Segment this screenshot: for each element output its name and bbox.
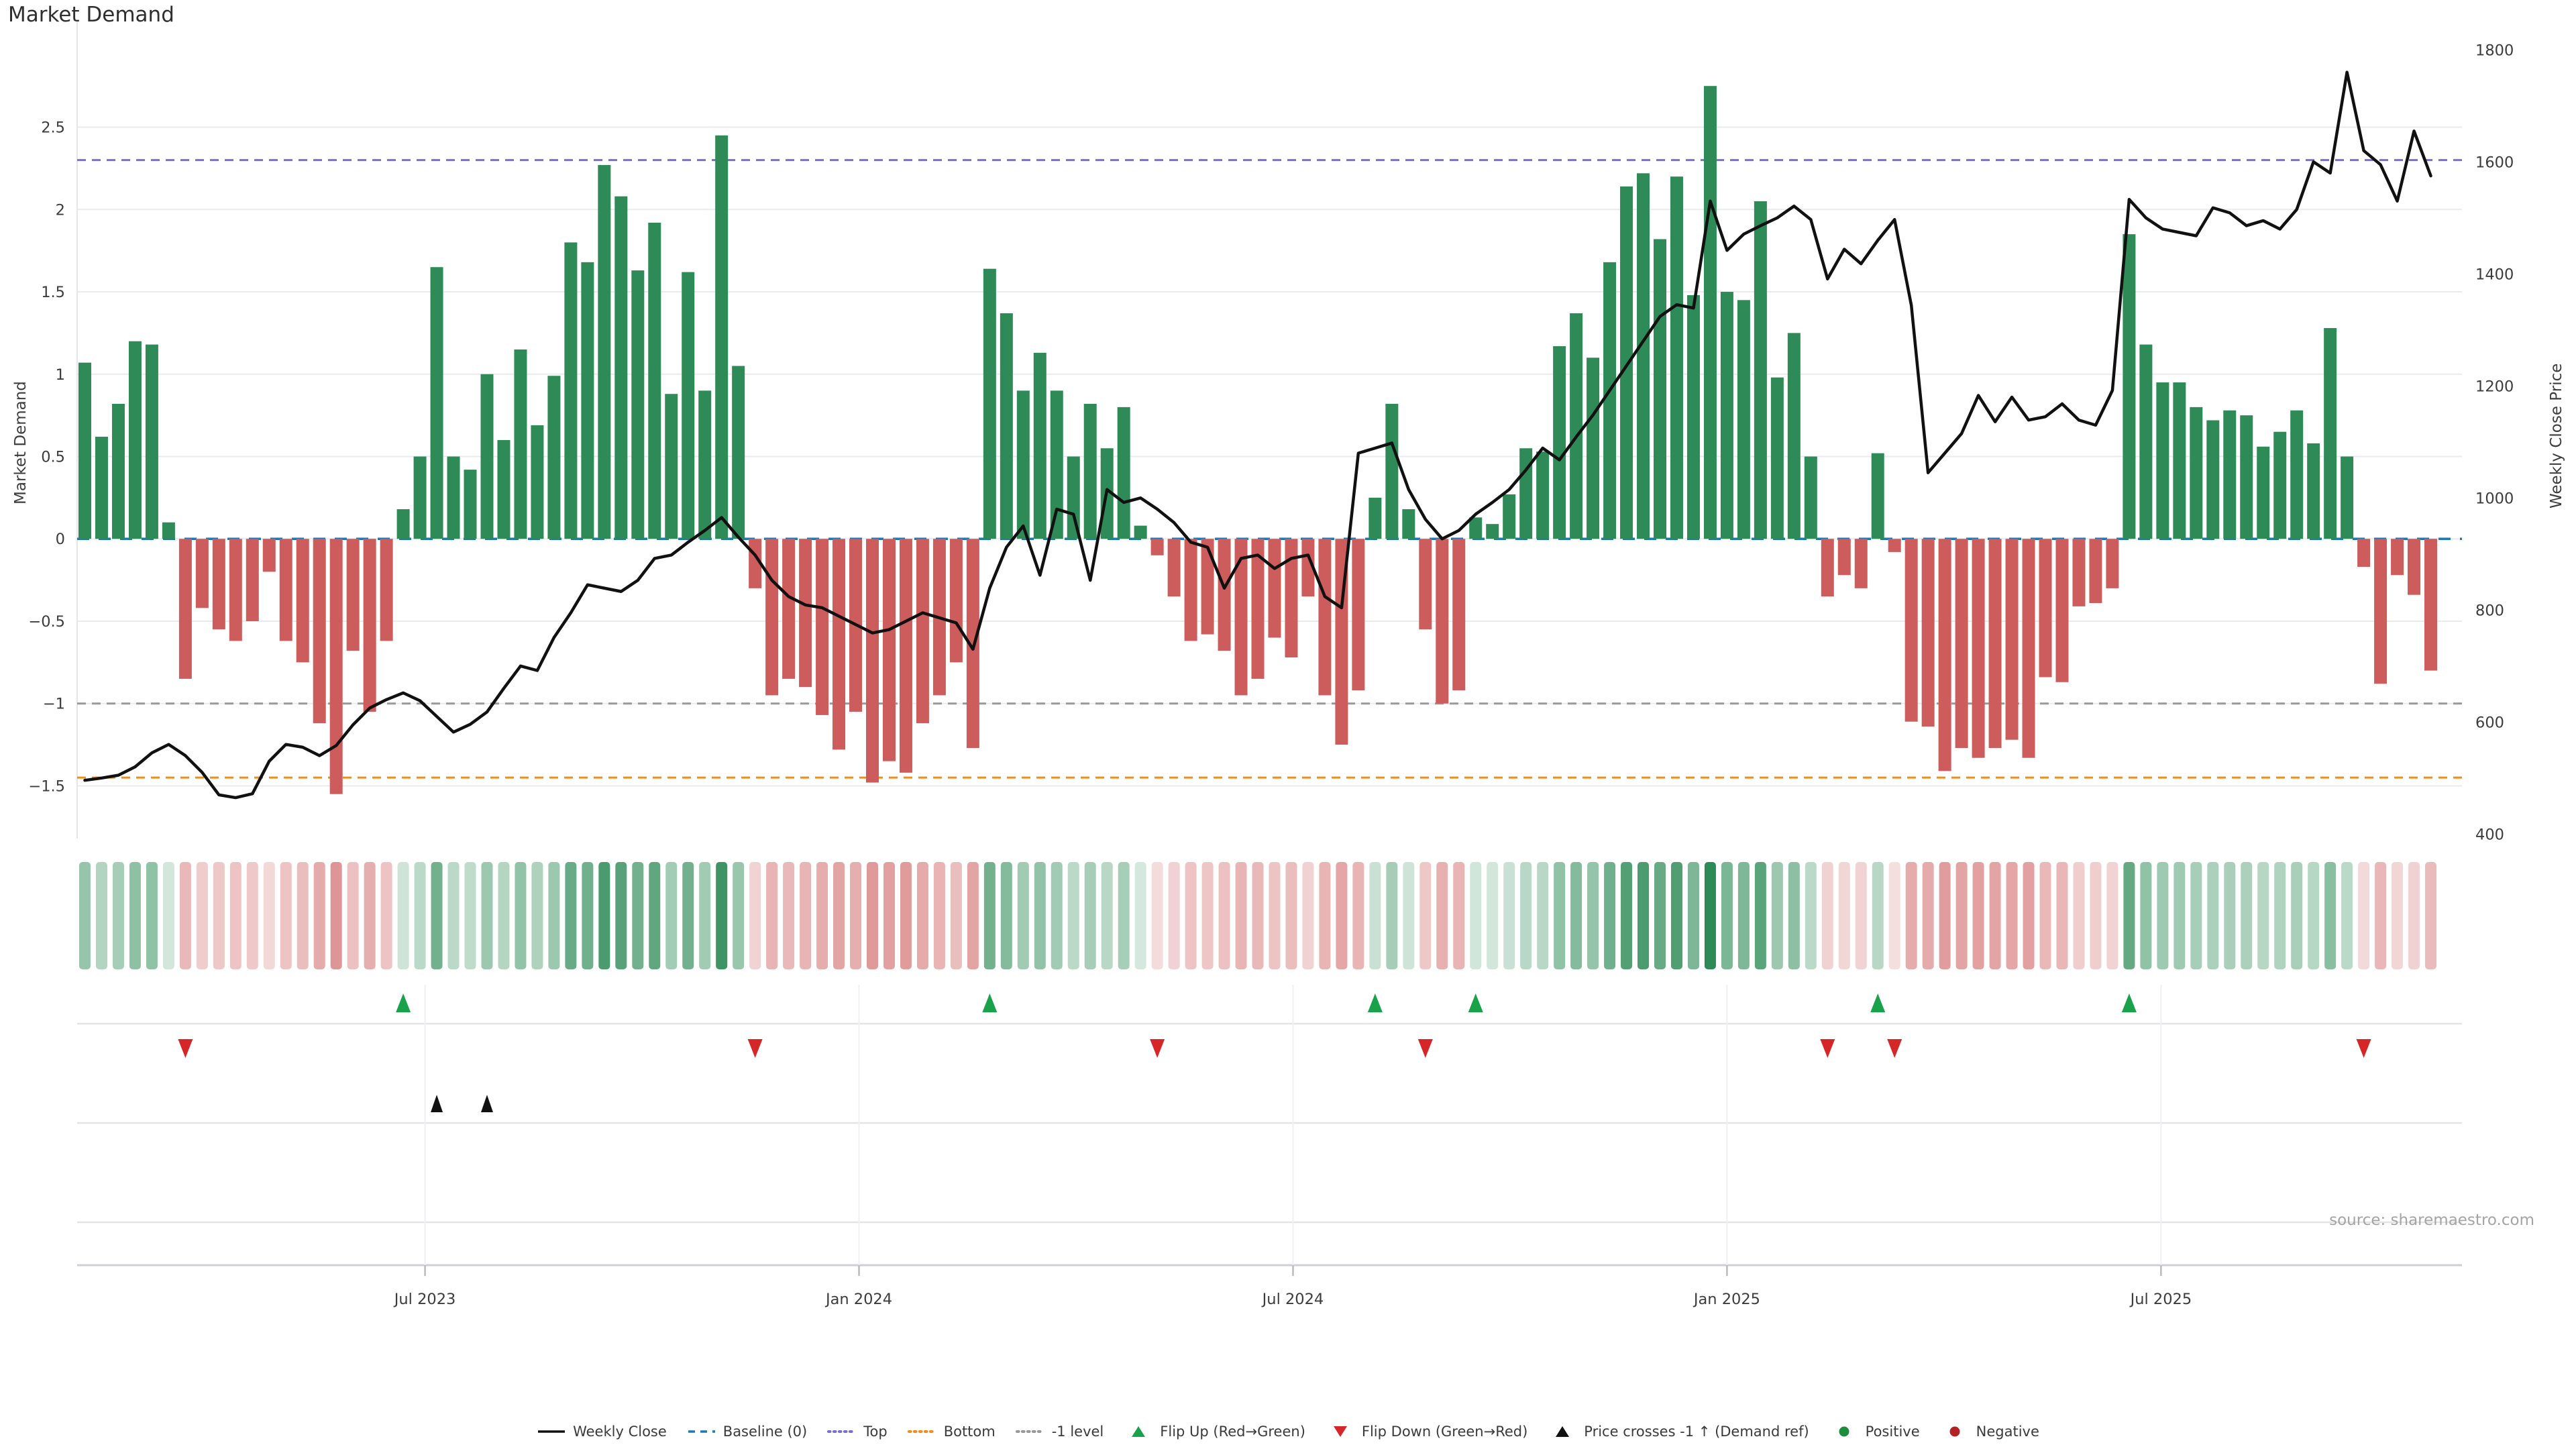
svg-text:2.5: 2.5 [41, 119, 65, 137]
legend-item: Baseline (0) [687, 1424, 807, 1440]
svg-text:1.5: 1.5 [41, 284, 65, 301]
legend: Weekly Close Baseline (0) Top Bottom -1 leve… [0, 1424, 2576, 1440]
legend-glyph-dotted-icon [907, 1430, 937, 1433]
demand-bars [78, 86, 2438, 794]
legend-item-label: Baseline (0) [722, 1424, 808, 1440]
price-line [83, 70, 2432, 800]
legend-glyph-line-icon [538, 1430, 566, 1433]
source-note: source: sharemaestro.com [2329, 1212, 2534, 1229]
legend-item: Flip Up (Red→Green) [1124, 1424, 1305, 1440]
legend-item: Weekly Close [537, 1424, 667, 1440]
legend-item-label: -1 level [1051, 1424, 1104, 1440]
svg-text:Jul 2025: Jul 2025 [2129, 1291, 2192, 1308]
svg-text:1200: 1200 [2475, 378, 2514, 395]
legend-glyph-triangle-down-icon [1333, 1426, 1347, 1437]
legend-item-label: Flip Up (Red→Green) [1160, 1424, 1305, 1440]
flip-up-markers [396, 994, 2137, 1012]
legend-glyph-circle-icon [1949, 1426, 1960, 1437]
svg-text:Jan 2025: Jan 2025 [1693, 1291, 1760, 1308]
legend-item: Top [827, 1424, 888, 1440]
svg-text:−1: −1 [43, 696, 65, 713]
svg-text:2: 2 [56, 201, 65, 219]
legend-item-label: Negative [1976, 1424, 2039, 1440]
right-axis-title: Weekly Close Price [2548, 363, 2565, 508]
legend-item-label: Price crosses -1 ↑ (Demand ref) [1584, 1424, 1809, 1440]
legend-item: Price crosses -1 ↑ (Demand ref) [1548, 1424, 1809, 1440]
legend-item-label: Bottom [943, 1424, 996, 1440]
svg-text:Jul 2023: Jul 2023 [393, 1291, 456, 1308]
svg-text:1000: 1000 [2475, 490, 2514, 507]
legend-glyph-dotted-icon [1015, 1430, 1045, 1433]
svg-text:600: 600 [2475, 714, 2504, 731]
legend-item: -1 level [1015, 1424, 1104, 1440]
legend-item: Flip Down (Green→Red) [1326, 1424, 1527, 1440]
svg-text:800: 800 [2475, 602, 2504, 619]
svg-text:400: 400 [2475, 826, 2504, 843]
svg-text:Jul 2024: Jul 2024 [1261, 1291, 1324, 1308]
heatmap-strip [79, 862, 2437, 969]
svg-text:1400: 1400 [2475, 266, 2514, 283]
legend-item: Bottom [907, 1424, 996, 1440]
signal-panel-grid [77, 985, 2462, 1276]
chart-canvas: 2.5 2 1.5 1 0.5 0 −0.5 −1 −1.5 1800 1600 1400 1200 10… [28, 20, 2514, 1308]
legend-glyph-circle-icon [1839, 1426, 1849, 1437]
svg-text:0.5: 0.5 [41, 449, 65, 466]
svg-text:1800: 1800 [2475, 42, 2514, 59]
legend-item: Positive [1829, 1424, 1920, 1440]
legend-item-label: Top [863, 1424, 888, 1440]
left-axis-ticks: 2.5 2 1.5 1 0.5 0 −0.5 −1 −1.5 [28, 119, 65, 796]
legend-item-label: Weekly Close [573, 1424, 667, 1440]
svg-text:−1.5: −1.5 [28, 777, 65, 795]
svg-text:0: 0 [56, 531, 65, 548]
legend-glyph-dashed-icon [688, 1430, 715, 1433]
price-cross-markers [431, 1095, 493, 1112]
svg-text:Jan 2024: Jan 2024 [824, 1291, 892, 1308]
figure-title: Market Demand [8, 3, 174, 27]
left-axis-title: Market Demand [12, 381, 30, 504]
legend-glyph-dotted-icon [827, 1430, 857, 1433]
legend-item-label: Positive [1865, 1424, 1920, 1440]
x-axis-labels: Jul 2023 Jan 2024 Jul 2024 Jan 2025 Jul 2025 [393, 1291, 2192, 1308]
svg-text:−0.5: −0.5 [28, 613, 65, 631]
legend-item-label: Flip Down (Green→Red) [1361, 1424, 1528, 1440]
legend-item: Negative [1940, 1424, 2039, 1440]
svg-text:1600: 1600 [2475, 154, 2514, 171]
legend-glyph-triangle-up-icon [1556, 1426, 1570, 1437]
flip-down-markers [178, 1039, 2371, 1058]
right-axis-ticks: 1800 1600 1400 1200 1000 800 600 400 [2475, 42, 2514, 843]
legend-glyph-triangle-up-icon [1132, 1426, 1146, 1437]
svg-text:1: 1 [56, 366, 65, 384]
